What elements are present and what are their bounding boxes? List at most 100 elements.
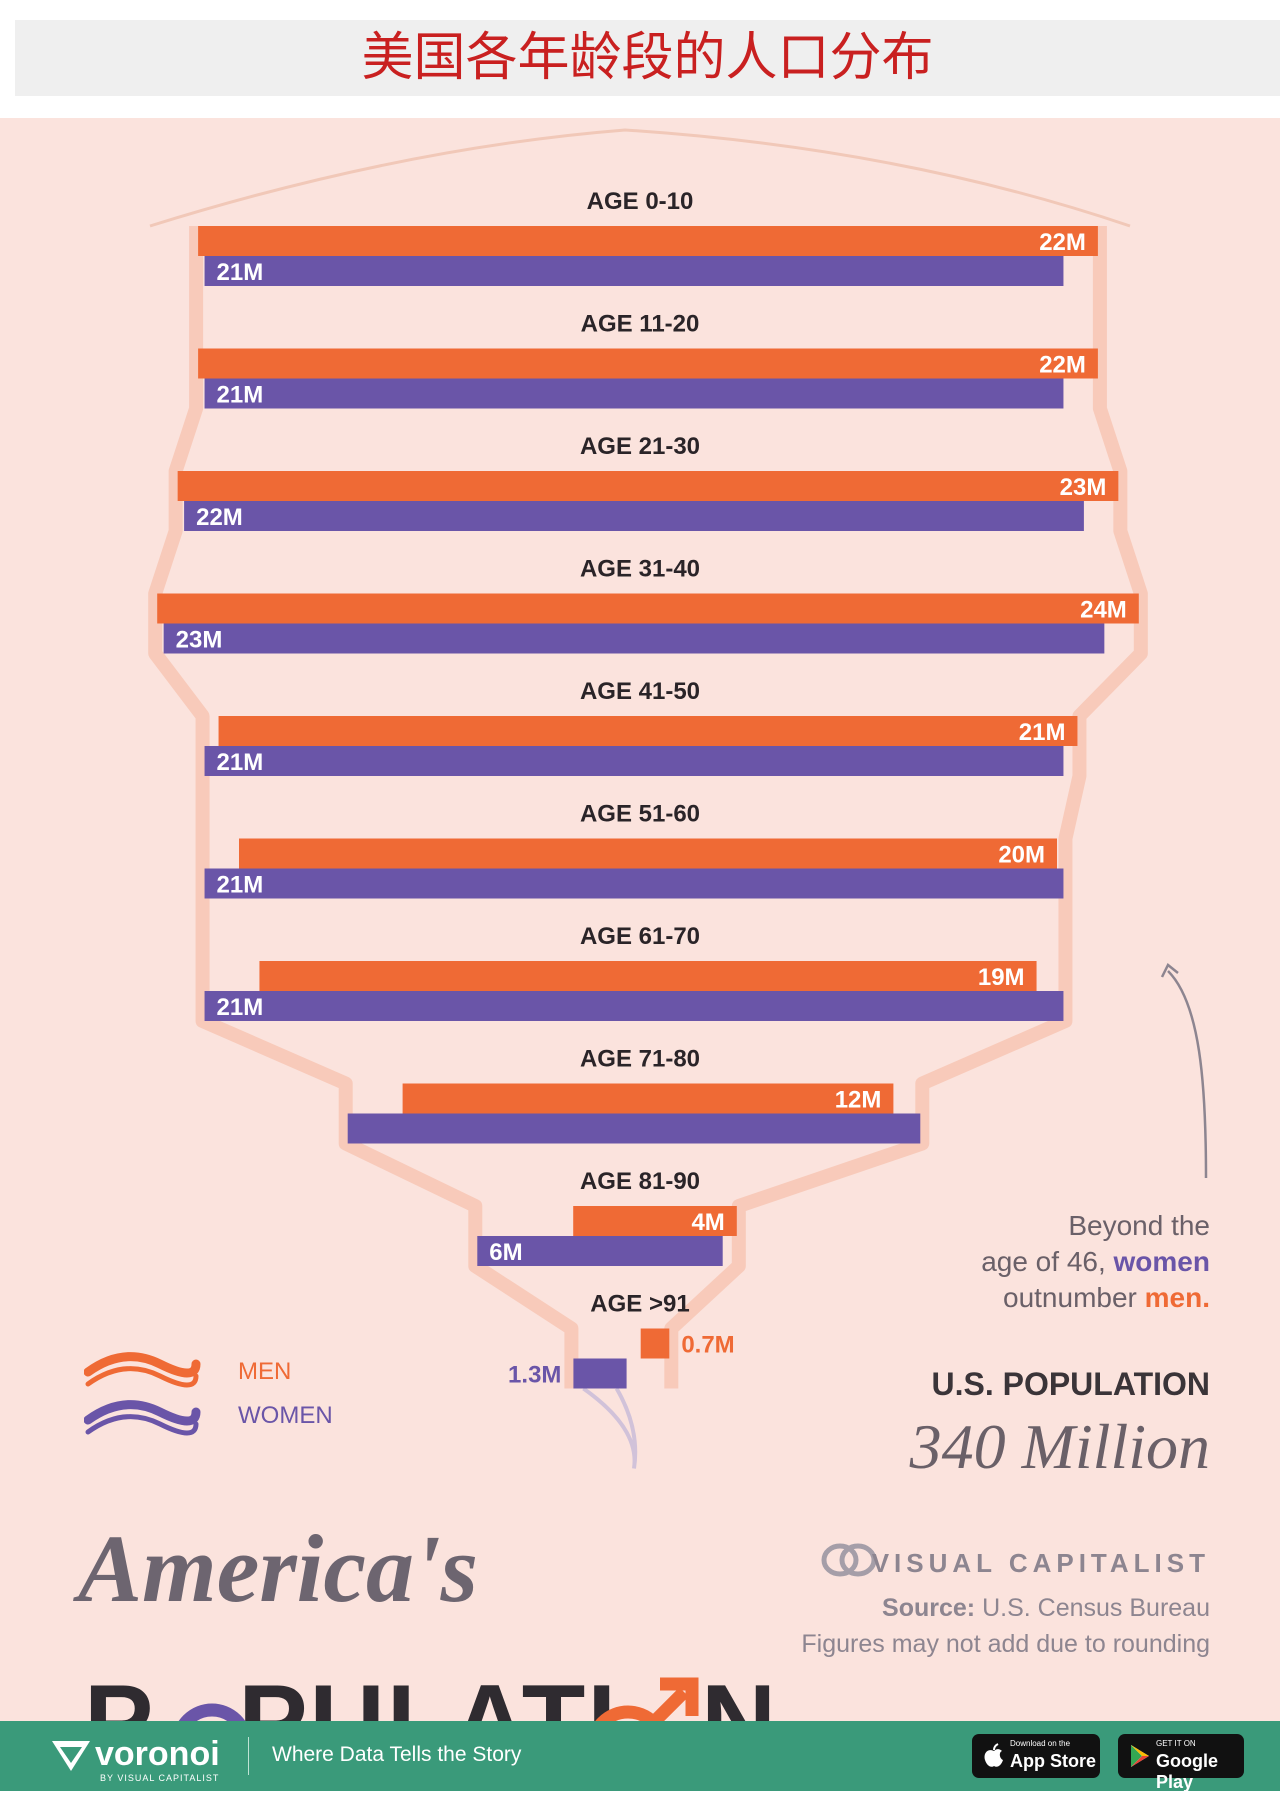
value-label-women-1: 21M [217,382,264,409]
annotation-men-word: men. [1144,1282,1210,1313]
voronoi-logo-icon [52,1741,90,1771]
labels-layer: AGE 0-10 22M 21M AGE 11-20 22M 21M AGE 21-30 23… [176,188,1127,1389]
app-store-button[interactable]: Download on the App Store [972,1734,1100,1778]
legend-women-wave-icon-2 [85,1414,199,1436]
value-label-men-8: 4M [691,1209,724,1236]
bar-men-1 [198,348,1098,379]
gender-symbol-icons [178,1677,699,1721]
bar-men-9 [640,1328,670,1359]
footer-brand-sub: BY VISUAL CAPITALIST [100,1773,220,1783]
bar-women-3 [163,623,1105,654]
headline-line-2: POPULATION [84,1663,778,1721]
right-flow-ribbon [664,226,1148,1389]
category-label-2: AGE 21-30 [580,433,700,460]
value-label-women-5: 21M [217,872,264,899]
legend-women-wave-icon [84,1400,201,1426]
bar-men-8 [573,1206,737,1236]
bar-women-8 [477,1236,723,1266]
legend-men-label: MEN [238,1358,292,1385]
annotation-line-2-text: age of 46, [981,1246,1114,1277]
google-play-icon [1131,1745,1149,1767]
female-symbol-icon [178,1703,246,1721]
value-label-women-2: 22M [196,504,243,531]
apple-icon [984,1743,1003,1767]
bar-women-6 [204,991,1064,1021]
bar-women-2 [184,501,1084,531]
category-label-8: AGE 81-90 [580,1168,700,1195]
footer-tagline: Where Data Tells the Story [272,1743,522,1766]
value-label-men-9: 0.7M [681,1332,734,1359]
legend-men-wave-icon [84,1352,201,1378]
bar-men-3 [157,593,1139,624]
top-flow-arc [149,128,1131,228]
category-label-6: AGE 61-70 [580,923,700,950]
headline-line-1: America's [78,1515,478,1622]
bar-women-7 [347,1113,921,1144]
population-label: U.S. POPULATION [931,1366,1210,1402]
footer-divider [248,1737,249,1775]
bar-women-0 [204,256,1064,286]
source-line: Source: U.S. Census Bureau [700,1594,1210,1623]
banner-title: 美国各年龄段的人口分布 [361,28,934,88]
annotation-line-1: Beyond the [1068,1210,1210,1241]
app-store-small-text: Download on the [1010,1739,1071,1748]
google-play-button[interactable]: GET IT ON Google Play [1118,1734,1244,1792]
category-label-1: AGE 11-20 [581,311,700,338]
category-label-0: AGE 0-10 [587,188,694,215]
app-store-big-text: App Store [1010,1751,1097,1771]
google-play-small-text: GET IT ON [1156,1739,1196,1748]
google-play-big-text: Google Play [1156,1751,1218,1792]
source-label: Source: [882,1594,976,1622]
category-label-4: AGE 41-50 [580,678,700,705]
annotation-text: Beyond the age of 46, women outnumber me… [880,1208,1210,1316]
bar-women-5 [204,868,1064,899]
bar-men-0 [198,226,1098,256]
value-label-women-3: 23M [176,627,223,654]
category-label-3: AGE 31-40 [580,556,700,583]
bar-men-4 [218,716,1078,746]
rounding-note: Figures may not add due to rounding [801,1630,1210,1658]
value-label-men-2: 23M [1060,474,1107,501]
legend-women-label: WOMEN [238,1402,333,1429]
population-value: 340 Million [909,1411,1210,1482]
value-label-men-1: 22M [1039,352,1086,379]
annotation-line-3: outnumber men. [880,1280,1210,1316]
headline-line-2-text: POPULATION [84,1664,778,1721]
category-label-9: AGE >91 [590,1291,689,1318]
value-label-men-6: 19M [978,964,1025,991]
left-flow-ribbon [148,226,579,1389]
bar-men-5 [239,838,1057,869]
top-banner: 美国各年龄段的人口分布 [15,20,1280,96]
category-label-7: AGE 71-80 [580,1046,700,1073]
annotation-line-2: age of 46, women [880,1244,1210,1280]
category-label-5: AGE 51-60 [580,801,700,828]
bar-women-9 [573,1358,627,1389]
annotation-line-3-text: outnumber [1003,1282,1145,1313]
population-pyramid-chart: AGE 0-10 22M 21M AGE 11-20 22M 21M AGE 21-30 23… [148,128,1148,1469]
legend-men-wave-icon-2 [85,1366,199,1388]
value-label-men-7: 12M [835,1087,882,1114]
value-label-women-8: 6M [489,1239,522,1266]
value-label-men-5: 20M [998,842,1045,869]
bar-men-7 [402,1083,894,1114]
male-symbol-icon [595,1677,699,1721]
value-label-women-0: 21M [217,259,264,286]
chart-card: AGE 0-10 22M 21M AGE 11-20 22M 21M AGE 21-30 23… [0,118,1280,1721]
bottom-flow-tail [582,1386,638,1469]
publisher-name: VISUAL CAPITALIST [871,1548,1210,1578]
value-label-men-3: 24M [1080,597,1127,624]
footer-bar: voronoi BY VISUAL CAPITALIST Where Data … [0,1721,1280,1792]
value-label-men-0: 22M [1039,229,1086,256]
value-label-men-4: 21M [1019,719,1066,746]
legend-wave-icons [84,1352,201,1436]
bar-men-6 [259,961,1037,991]
visual-capitalist-logo-icon [821,1543,877,1577]
value-label-women-4: 21M [217,749,264,776]
bars-layer [157,226,1139,1389]
footer-brand[interactable]: voronoi [95,1735,220,1773]
value-label-women-9: 1.3M [508,1362,561,1389]
annotation-women-word: women [1113,1246,1210,1277]
bar-women-1 [204,378,1064,409]
value-label-women-6: 21M [217,994,264,1021]
decorative-flow-shapes [148,128,1148,1469]
